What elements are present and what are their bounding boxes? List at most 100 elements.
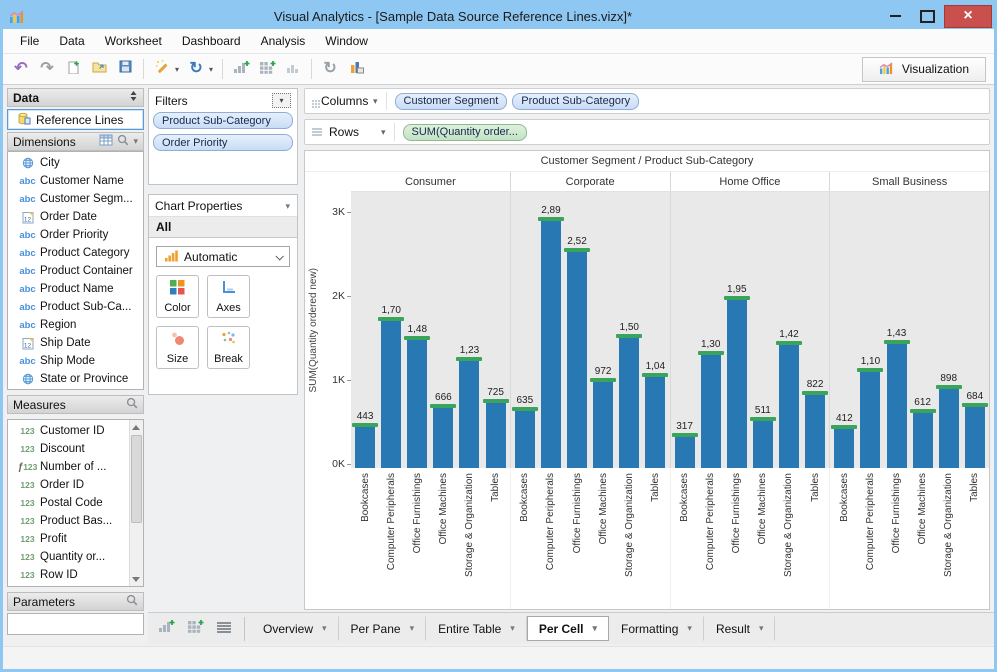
menu-data[interactable]: Data — [59, 34, 85, 48]
open-folder-button[interactable] — [87, 57, 111, 81]
bar-mark[interactable] — [860, 371, 881, 468]
bar-mark[interactable] — [433, 408, 454, 468]
filters-dropdown-button[interactable]: ▾ — [272, 93, 291, 108]
bar-chart-button[interactable] — [281, 57, 305, 81]
bar-mark[interactable] — [407, 339, 428, 468]
table-add-button[interactable] — [255, 57, 279, 81]
bar-mark[interactable] — [834, 429, 855, 468]
break-button[interactable]: Break — [207, 326, 250, 369]
table-view-icon[interactable] — [99, 134, 113, 149]
undo-button[interactable]: ↶ — [9, 57, 33, 81]
bar-mark[interactable] — [778, 344, 799, 468]
search-icon[interactable] — [126, 397, 138, 412]
dimension-item[interactable]: abc Customer Name — [8, 172, 143, 190]
chart-add-button[interactable] — [154, 617, 178, 641]
scroll-down-icon[interactable] — [129, 572, 143, 586]
search-icon[interactable] — [117, 134, 129, 149]
measure-item[interactable]: 123 Product Bas... — [8, 512, 128, 530]
save-button[interactable] — [113, 57, 137, 81]
tab-entire-table[interactable]: Entire Table ▾ — [426, 616, 527, 641]
measure-item[interactable]: ƒ123 Number of ... — [8, 458, 128, 476]
close-button[interactable] — [944, 4, 992, 28]
mark-type-select[interactable]: Automatic — [156, 246, 290, 267]
bar-mark[interactable] — [938, 388, 959, 468]
chart-panel-button[interactable] — [344, 57, 368, 81]
menu-worksheet[interactable]: Worksheet — [104, 34, 162, 48]
bar-mark[interactable] — [381, 321, 402, 468]
bar-mark[interactable] — [355, 426, 376, 468]
sync-button[interactable]: ↻ — [318, 57, 342, 81]
size-button[interactable]: Size — [156, 326, 199, 369]
scrollbar-thumb[interactable] — [131, 435, 142, 523]
menu-analysis[interactable]: Analysis — [260, 34, 306, 48]
collapse-icon[interactable]: ▾ — [285, 200, 290, 211]
bar-mark[interactable] — [619, 338, 640, 468]
columns-pill[interactable]: Customer Segment — [394, 92, 508, 110]
bar-mark[interactable] — [540, 221, 561, 468]
dimension-item[interactable]: abc Order Priority — [8, 226, 143, 244]
measure-item[interactable]: 123 Postal Code — [8, 494, 128, 512]
maximize-button[interactable] — [912, 6, 942, 26]
bar-mark[interactable] — [886, 343, 907, 468]
chevron-down-icon[interactable]: ▾ — [373, 95, 378, 106]
minimize-button[interactable] — [880, 6, 910, 26]
scroll-up-icon[interactable] — [129, 420, 143, 434]
measure-item[interactable]: 123 Discount — [8, 440, 128, 458]
dimension-item[interactable]: abc Product Category — [8, 244, 143, 262]
connection-item-reference-lines[interactable]: Reference Lines — [7, 109, 144, 130]
tab-per-cell[interactable]: Per Cell ▾ — [526, 616, 610, 641]
bar-mark[interactable] — [674, 437, 695, 468]
dimension-item[interactable]: abc Product Container — [8, 262, 143, 280]
measure-item[interactable]: 123 Quantity or... — [8, 548, 128, 566]
filter-pill[interactable]: Order Priority — [153, 134, 293, 151]
bar-mark[interactable] — [752, 421, 773, 468]
dimension-item[interactable]: City — [8, 154, 143, 172]
bar-mark[interactable] — [805, 395, 826, 468]
measure-item[interactable]: 123 Row ID — [8, 566, 128, 584]
bar-mark[interactable] — [514, 410, 535, 468]
menu-window[interactable]: Window — [325, 34, 368, 48]
bar-mark[interactable] — [485, 403, 506, 468]
chevron-down-icon[interactable]: ▾ — [381, 126, 386, 137]
sort-updown-icon[interactable] — [129, 90, 138, 105]
refresh-button[interactable]: ↻ — [184, 57, 208, 81]
measure-item[interactable]: 123 Order ID — [8, 476, 128, 494]
dimension-item[interactable]: abc Customer Segm... — [8, 190, 143, 208]
columns-pill[interactable]: Product Sub-Category — [512, 92, 640, 110]
measure-item[interactable]: 123 Profit — [8, 530, 128, 548]
dimension-item[interactable]: abc Product Name — [8, 280, 143, 298]
bar-mark[interactable] — [593, 382, 614, 468]
list-button[interactable] — [212, 617, 236, 641]
filter-pill[interactable]: Product Sub-Category — [153, 112, 293, 129]
tab-per-pane[interactable]: Per Pane ▾ — [339, 616, 427, 641]
tab-visualization[interactable]: Visualization — [861, 56, 986, 82]
chevron-down-icon[interactable]: ▾ — [209, 64, 214, 74]
axes-button[interactable]: Axes — [207, 275, 250, 318]
dimension-item[interactable]: 12 Order Date — [8, 208, 143, 226]
dimension-item[interactable]: State or Province — [8, 370, 143, 388]
bar-mark[interactable] — [700, 354, 721, 468]
chart-add-button[interactable] — [229, 57, 253, 81]
tab-result[interactable]: Result ▾ — [704, 616, 776, 641]
menu-file[interactable]: File — [20, 34, 40, 48]
bar-mark[interactable] — [645, 376, 666, 468]
dimension-item[interactable]: abc Region — [8, 316, 143, 334]
new-file-button[interactable] — [61, 57, 85, 81]
tab-formatting[interactable]: Formatting ▾ — [609, 616, 704, 641]
bar-mark[interactable] — [912, 412, 933, 468]
tab-overview[interactable]: Overview ▾ — [251, 616, 339, 641]
search-icon[interactable] — [126, 594, 138, 609]
redo-button[interactable]: ↷ — [35, 57, 59, 81]
scrollbar[interactable] — [129, 420, 143, 586]
dimension-item[interactable]: abc Product Sub-Ca... — [8, 298, 143, 316]
rows-pill[interactable]: SUM(Quantity order... — [402, 123, 527, 141]
dimension-item[interactable]: abc Ship Mode — [8, 352, 143, 370]
chevron-down-icon[interactable]: ▾ — [133, 136, 138, 146]
bar-mark[interactable] — [726, 300, 747, 468]
table-add-button[interactable] — [183, 617, 207, 641]
magic-wand-button[interactable] — [150, 57, 174, 81]
measure-item[interactable]: 123 Customer ID — [8, 422, 128, 440]
bar-mark[interactable] — [964, 406, 985, 468]
dimension-item[interactable]: 12 Ship Date — [8, 334, 143, 352]
bar-mark[interactable] — [459, 360, 480, 468]
